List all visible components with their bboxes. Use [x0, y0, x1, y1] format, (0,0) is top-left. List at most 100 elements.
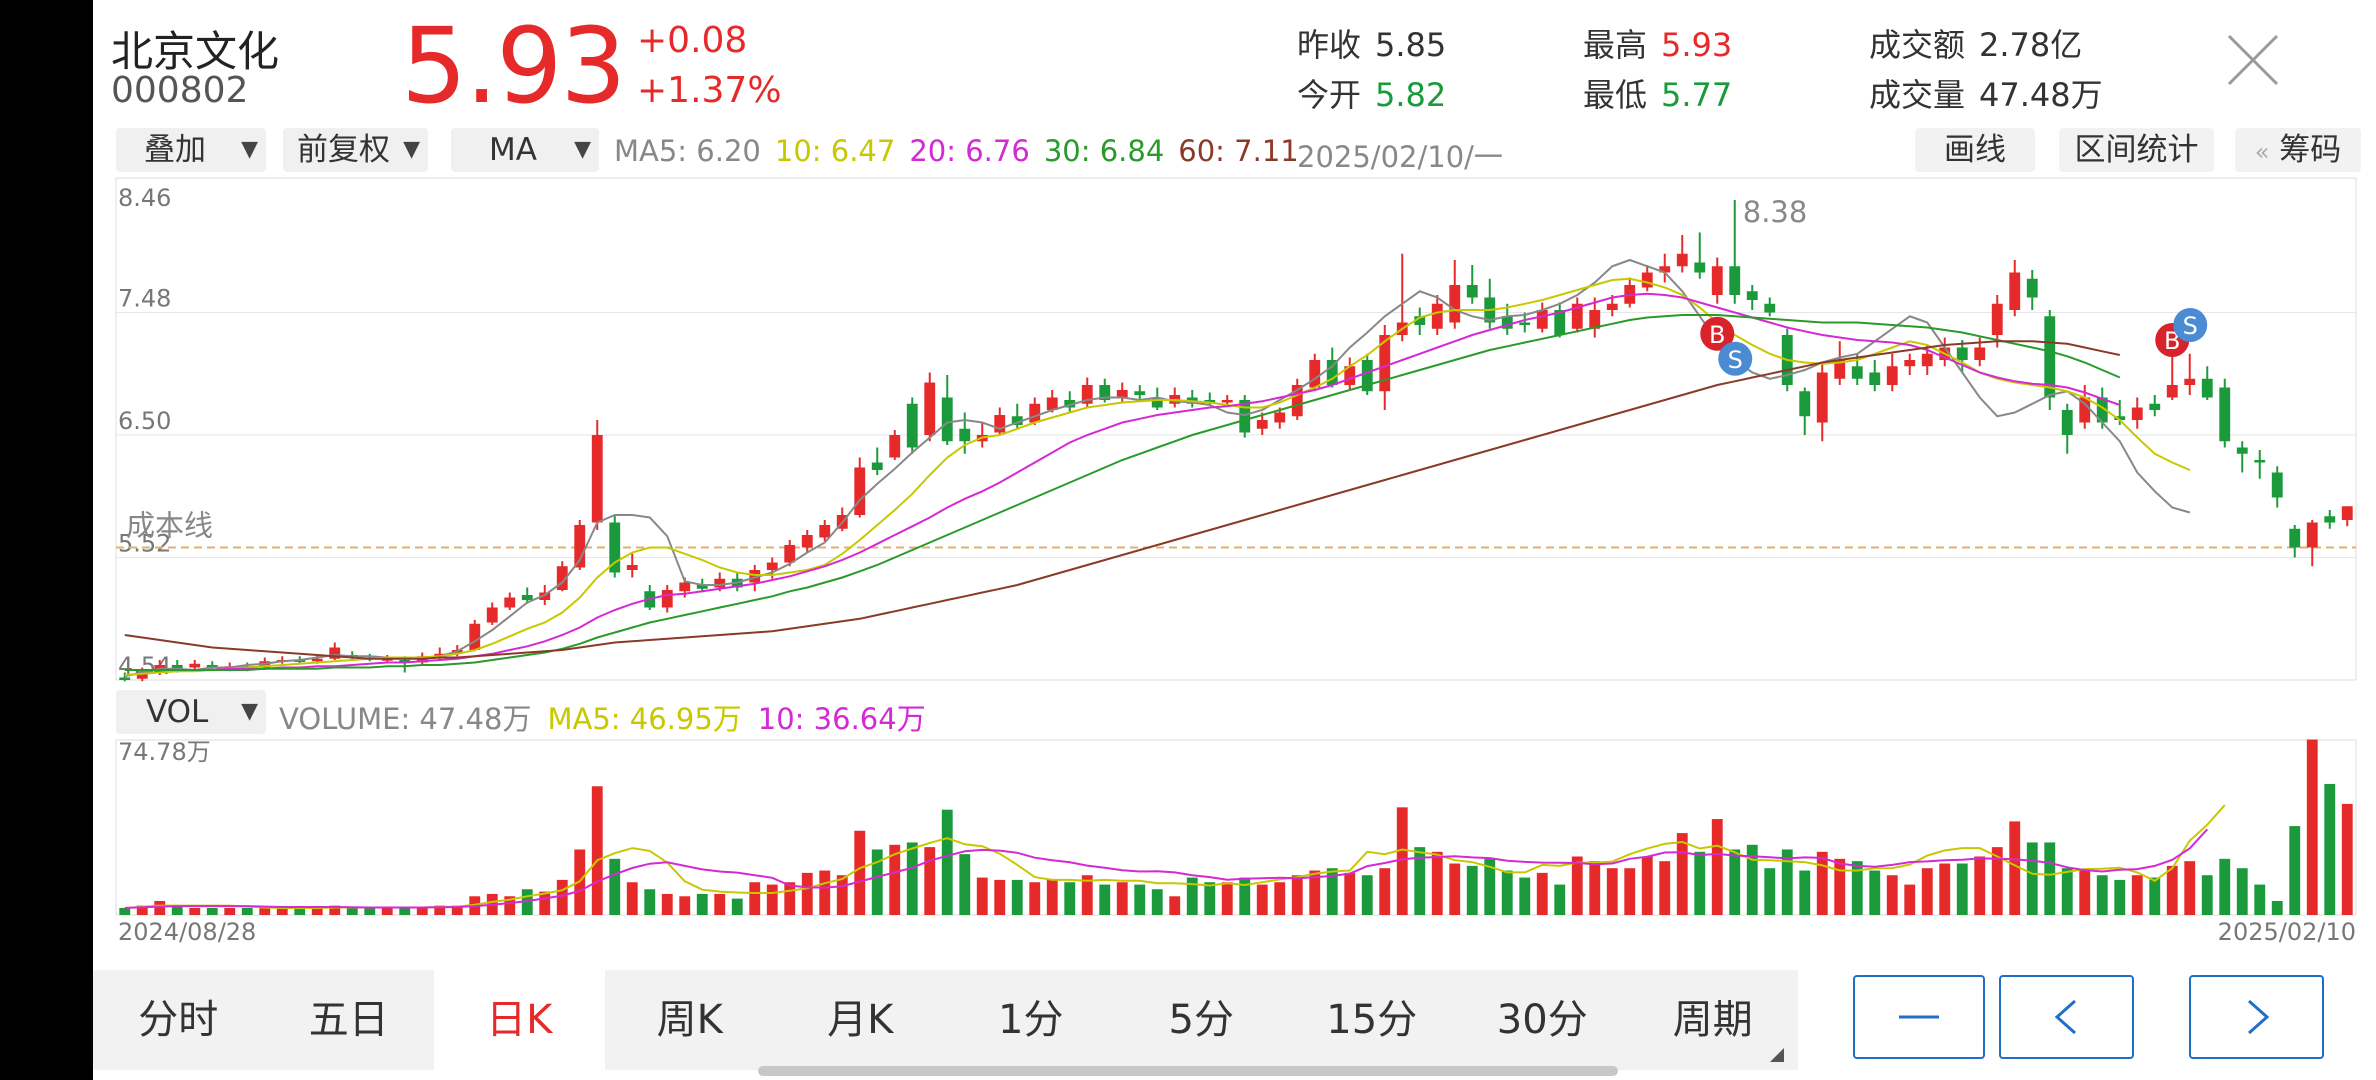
- candle-body: [1834, 360, 1846, 379]
- volume-bar: [1606, 868, 1618, 915]
- chips-button[interactable]: « 筹码: [2235, 128, 2361, 172]
- volume-bar: [784, 882, 796, 915]
- minus-icon: [1899, 1015, 1939, 1019]
- candle-body: [1799, 391, 1811, 417]
- volume-bar: [2131, 875, 2143, 915]
- volume-bar: [1886, 875, 1898, 915]
- volume-bar: [766, 884, 778, 915]
- candle-body: [2061, 410, 2073, 435]
- volume-value: 47.48万: [1979, 76, 2103, 114]
- candle-body: [2219, 387, 2231, 442]
- volume-max-label: 74.78万: [118, 738, 211, 766]
- candle-body: [206, 665, 218, 668]
- candle-body: [574, 525, 586, 568]
- volume-bar: [1939, 863, 1951, 915]
- kline-chart[interactable]: 8.467.486.505.524.54成本线8.38BSBS2024/08/2…: [93, 0, 2376, 960]
- stock-code: 000802: [111, 70, 249, 111]
- volume-bar: [976, 877, 988, 915]
- tab-月K[interactable]: 月K: [827, 997, 894, 1043]
- candle-body: [1466, 285, 1478, 298]
- close-button[interactable]: [2223, 30, 2283, 90]
- candle-body: [2044, 316, 2056, 398]
- selected-date: 2025/02/10/一: [1297, 140, 1503, 174]
- volume-bar: [714, 893, 726, 915]
- chips-label: 筹码: [2279, 132, 2342, 168]
- candle-body: [1221, 400, 1233, 403]
- candle-body: [959, 428, 971, 442]
- cost-line-label: 成本线: [126, 509, 213, 543]
- volume-field: 成交量 47.48万: [1869, 70, 2103, 116]
- candle-body: [2114, 416, 2126, 420]
- volume-bar: [276, 907, 288, 915]
- candle-body: [1116, 390, 1128, 398]
- volume-bar: [206, 907, 218, 915]
- candle-body: [521, 595, 533, 600]
- buy-signal: [1700, 316, 1735, 351]
- candle-body: [1886, 366, 1898, 385]
- candle-body: [1309, 360, 1321, 388]
- volume-bar: [1816, 851, 1828, 915]
- overlay-dropdown[interactable]: 叠加 ▼: [116, 128, 266, 172]
- candle-body: [2149, 403, 2161, 410]
- volume-bar: [2184, 861, 2196, 915]
- tab-5分[interactable]: 5分: [1168, 997, 1234, 1043]
- volume-bar: [1781, 849, 1793, 915]
- tab-五日[interactable]: 五日: [308, 997, 389, 1043]
- horizontal-scrollbar[interactable]: [758, 1066, 1618, 1076]
- volume-bar: [1589, 861, 1601, 915]
- volume-bar: [1466, 865, 1478, 915]
- volume-bar: [609, 858, 621, 915]
- candle-body: [539, 592, 551, 600]
- ma-legend-item-2: 20: 6.76: [909, 134, 1030, 168]
- tab-周期[interactable]: 周期: [1672, 997, 1753, 1043]
- candle-body: [1151, 397, 1163, 408]
- volume-bar: [1309, 870, 1321, 915]
- tab-15分[interactable]: 15分: [1326, 997, 1418, 1043]
- tab-30分[interactable]: 30分: [1496, 997, 1588, 1043]
- candle-body: [1256, 420, 1268, 429]
- ma-line-ma20: [124, 292, 2121, 671]
- volume-bar: [1956, 863, 1968, 915]
- draw-line-button[interactable]: 画线: [1915, 128, 2035, 172]
- candle-body: [119, 677, 131, 680]
- scroll-left-button[interactable]: [1999, 975, 2134, 1059]
- volume-bar: [1659, 861, 1671, 915]
- candle-body: [399, 660, 411, 662]
- scroll-right-button[interactable]: [2189, 975, 2324, 1059]
- candle-body: [1449, 285, 1461, 323]
- volume-bar: [539, 891, 551, 915]
- tab-1分[interactable]: 1分: [998, 997, 1064, 1043]
- tab-分时[interactable]: 分时: [138, 997, 219, 1043]
- adjust-label: 前复权: [297, 132, 390, 168]
- tab-日K[interactable]: 日K: [434, 970, 605, 1070]
- candle-body: [1711, 266, 1723, 295]
- volume-bar: [1274, 882, 1286, 915]
- candle-body: [1029, 403, 1041, 423]
- candle-body: [2289, 528, 2301, 548]
- volume-bar: [2166, 865, 2178, 915]
- volume-bar: [1536, 872, 1548, 915]
- volume-bar: [311, 907, 323, 915]
- open-value: 5.82: [1375, 76, 1447, 114]
- ma-legend-item-1: 10: 6.47: [774, 134, 896, 168]
- volume-bar: [2324, 783, 2336, 915]
- ma-line-ma5: [124, 258, 2191, 678]
- indicator-dropdown[interactable]: MA ▼: [451, 128, 599, 172]
- candle-body: [1869, 372, 1881, 385]
- candle-body: [1046, 397, 1058, 410]
- tab-周K[interactable]: 周K: [656, 997, 723, 1043]
- chevron-right-icon: [2248, 999, 2270, 1035]
- zoom-out-button[interactable]: [1853, 975, 1985, 1059]
- high-value: 5.93: [1661, 26, 1733, 64]
- candle-body: [1921, 353, 1933, 367]
- volume-indicator-dropdown[interactable]: VOL ▼: [116, 690, 266, 734]
- adjust-dropdown[interactable]: 前复权 ▼: [283, 128, 428, 172]
- candle-body: [2079, 397, 2091, 423]
- candle-body: [329, 647, 341, 659]
- volume-bar: [2149, 877, 2161, 915]
- candle-body: [556, 566, 568, 590]
- volume-bar: [1186, 877, 1198, 915]
- candle-body: [469, 623, 481, 650]
- range-stats-button[interactable]: 区间统计: [2059, 128, 2214, 172]
- sell-signal-text: S: [1728, 346, 1743, 374]
